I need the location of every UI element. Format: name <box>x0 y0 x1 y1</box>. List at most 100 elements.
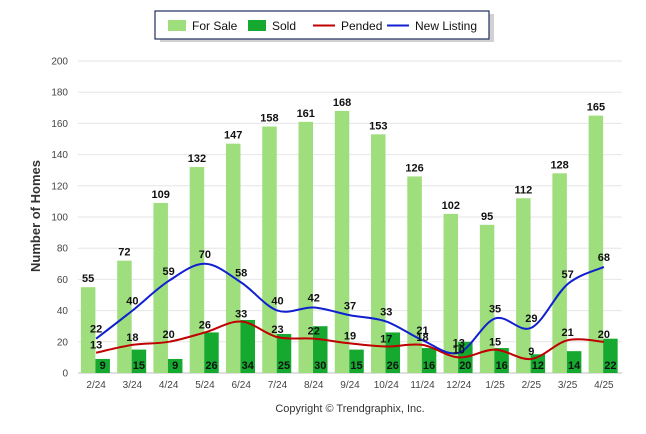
label-sold: 25 <box>278 360 290 372</box>
x-tick-label: 9/24 <box>340 380 360 391</box>
label-sold: 9 <box>172 360 178 372</box>
label-pended: 22 <box>308 326 320 338</box>
y-tick-label: 20 <box>57 337 69 348</box>
label-pended: 33 <box>235 309 247 321</box>
legend-label: Pended <box>341 19 382 33</box>
y-tick-label: 100 <box>51 213 68 224</box>
legend-swatch <box>248 20 266 31</box>
label-for-sale: 126 <box>405 162 423 174</box>
x-tick-label: 3/25 <box>558 380 578 391</box>
x-tick-label: 5/24 <box>195 380 215 391</box>
bar-for-sale <box>262 126 277 374</box>
y-axis-label: Number of Homes <box>28 160 43 272</box>
label-sold: 9 <box>100 360 106 372</box>
label-new-listing: 58 <box>235 268 247 280</box>
label-for-sale: 153 <box>369 120 387 132</box>
bar-sold <box>603 338 618 373</box>
label-for-sale: 158 <box>260 113 278 125</box>
label-pended: 18 <box>416 332 428 344</box>
x-tick-label: 4/25 <box>594 380 614 391</box>
label-sold: 26 <box>205 360 217 372</box>
label-new-listing: 13 <box>453 338 465 350</box>
label-pended: 10 <box>453 344 465 356</box>
bar-sold <box>276 334 292 373</box>
bar-for-sale <box>189 167 205 373</box>
y-tick-label: 60 <box>57 275 69 286</box>
lines <box>95 262 605 361</box>
bar-for-sale <box>407 176 422 373</box>
label-for-sale: 55 <box>82 273 94 285</box>
y-tick-label: 0 <box>62 369 68 380</box>
bar-sold <box>349 349 364 373</box>
bar-sold <box>566 351 582 373</box>
label-sold: 16 <box>495 360 507 372</box>
label-sold: 15 <box>133 360 145 372</box>
x-axis-ticks: 2/24 3/24 4/24 5/24 6/24 7/24 8/24 9/24 10/24 11/… <box>86 380 614 391</box>
legend-swatch <box>168 20 186 31</box>
bar-sold <box>167 358 183 373</box>
label-sold: 26 <box>387 360 399 372</box>
bar-for-sale <box>588 115 604 373</box>
label-new-listing: 37 <box>344 300 356 312</box>
bar-sold <box>95 358 110 373</box>
label-sold: 15 <box>350 360 362 372</box>
label-for-sale: 128 <box>550 159 568 171</box>
label-new-listing: 21 <box>416 325 428 337</box>
x-tick-label: 2/25 <box>522 380 542 391</box>
bar-sold <box>494 348 509 373</box>
label-sold: 16 <box>423 360 435 372</box>
x-tick-label: 1/25 <box>485 380 505 391</box>
bar-for-sale <box>371 134 386 373</box>
label-sold: 34 <box>242 360 255 372</box>
y-axis-ticks: 0 20 40 60 80 100 120 140 160 180 200 <box>51 57 68 380</box>
label-sold: 14 <box>568 360 581 372</box>
bar-sold <box>421 348 437 373</box>
legend-label: For Sale <box>192 19 238 33</box>
bar-for-sale <box>298 121 314 373</box>
label-pended: 20 <box>598 329 610 341</box>
x-tick-label: 7/24 <box>268 380 288 391</box>
label-pended: 13 <box>90 340 102 352</box>
legend-label: New Listing <box>415 19 477 33</box>
y-tick-label: 120 <box>51 181 68 192</box>
label-pended: 15 <box>489 337 501 349</box>
y-tick-label: 160 <box>51 119 68 130</box>
label-for-sale: 95 <box>481 211 493 223</box>
label-new-listing: 70 <box>199 249 211 261</box>
label-sold: 30 <box>314 360 326 372</box>
label-for-sale: 147 <box>224 130 242 142</box>
bar-sold <box>240 319 255 373</box>
label-new-listing: 57 <box>561 269 573 281</box>
label-for-sale: 165 <box>587 102 605 114</box>
bar-for-sale <box>443 213 459 373</box>
copyright-text: Copyright © Trendgraphix, Inc. <box>275 403 424 415</box>
x-tick-label: 10/24 <box>374 380 399 391</box>
label-new-listing: 59 <box>163 266 175 278</box>
label-new-listing: 42 <box>308 292 320 304</box>
label-for-sale: 72 <box>118 247 130 259</box>
label-sold: 20 <box>459 360 471 372</box>
bars <box>80 110 618 374</box>
y-tick-label: 80 <box>57 244 69 255</box>
legend-box <box>154 10 490 40</box>
y-tick-label: 180 <box>51 88 68 99</box>
data-labels: 5591322721518401099205913226267014734335… <box>82 97 616 372</box>
bar-sold <box>385 332 401 373</box>
label-pended: 23 <box>271 324 283 336</box>
bar-for-sale <box>80 287 96 373</box>
line-new-listing <box>95 262 605 355</box>
label-new-listing: 22 <box>90 324 102 336</box>
label-pended: 19 <box>344 330 356 342</box>
label-for-sale: 161 <box>297 108 315 120</box>
label-pended: 26 <box>199 319 211 331</box>
bar-for-sale <box>334 110 350 374</box>
bar-for-sale <box>225 143 241 373</box>
label-pended: 20 <box>163 329 175 341</box>
x-tick-label: 4/24 <box>159 380 179 391</box>
label-for-sale: 112 <box>514 184 532 196</box>
x-tick-label: 12/24 <box>446 380 471 391</box>
label-pended: 21 <box>561 327 573 339</box>
label-new-listing: 29 <box>525 313 537 325</box>
label-pended: 9 <box>528 346 534 358</box>
